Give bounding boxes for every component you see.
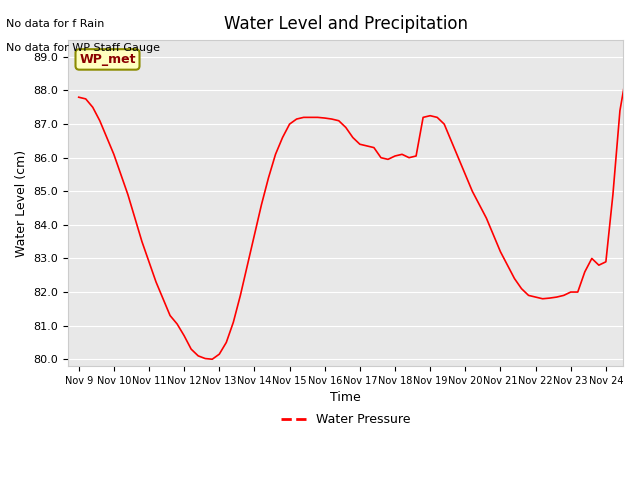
Title: Water Level and Precipitation: Water Level and Precipitation <box>224 15 468 33</box>
Legend: Water Pressure: Water Pressure <box>276 408 415 432</box>
Text: WP_met: WP_met <box>79 53 136 66</box>
Text: No data for WP Staff Gauge: No data for WP Staff Gauge <box>6 43 161 53</box>
Text: No data for f Rain: No data for f Rain <box>6 19 105 29</box>
Y-axis label: Water Level (cm): Water Level (cm) <box>15 149 28 257</box>
X-axis label: Time: Time <box>330 391 361 404</box>
